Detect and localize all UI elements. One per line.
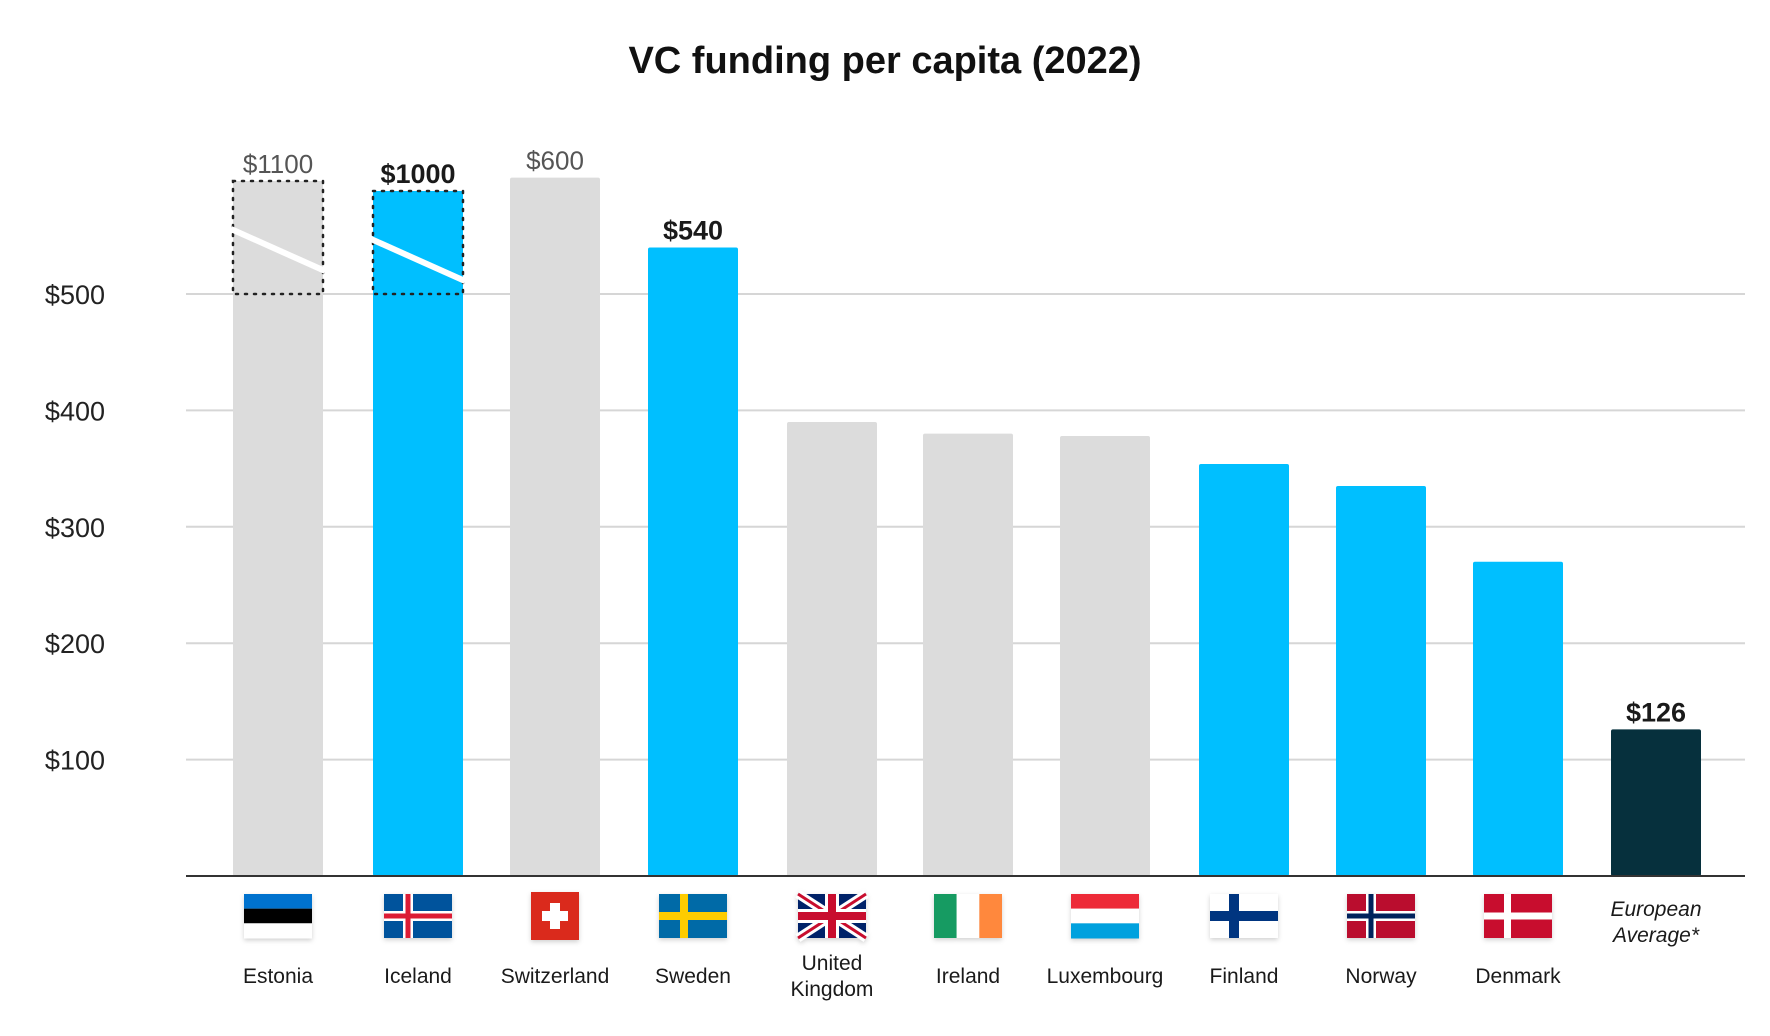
y-tick-label: $400 bbox=[45, 396, 105, 426]
bar-iceland bbox=[373, 191, 463, 876]
bar-sweden bbox=[648, 247, 738, 876]
data-labels: $1100 $1000 $600 $540 $126 bbox=[243, 146, 1686, 728]
finland-flag-icon bbox=[1210, 894, 1278, 938]
bar-united-kingdom bbox=[787, 422, 877, 876]
bar-european-average bbox=[1611, 729, 1701, 876]
data-label-european-average: $126 bbox=[1626, 697, 1686, 727]
sweden-flag-icon bbox=[659, 894, 727, 938]
data-label-sweden: $540 bbox=[663, 215, 723, 245]
bar-switzerland bbox=[510, 177, 600, 877]
data-label-iceland: $1000 bbox=[380, 159, 455, 189]
bars bbox=[229, 177, 1701, 877]
axis-break-slash bbox=[369, 236, 467, 284]
bar-norway bbox=[1336, 486, 1426, 876]
x-tick-label-iceland: Iceland bbox=[384, 965, 452, 988]
x-tick-label-luxembourg: Luxembourg bbox=[1047, 965, 1164, 988]
axis-break-box bbox=[231, 179, 325, 296]
chart-title: VC funding per capita (2022) bbox=[628, 40, 1142, 82]
y-axis-tick-labels: $100 $200 $300 $400 $500 bbox=[45, 280, 105, 776]
x-tick-label-finland: Finland bbox=[1210, 965, 1279, 988]
bar-finland bbox=[1199, 463, 1289, 876]
x-tick-label-european-average: European Average* bbox=[1610, 898, 1701, 947]
norway-flag-icon bbox=[1347, 894, 1415, 938]
switzerland-flag-icon bbox=[531, 892, 579, 940]
x-tick-label-estonia: Estonia bbox=[243, 965, 313, 988]
data-label-estonia: $1100 bbox=[243, 149, 313, 179]
uk-flag-icon bbox=[795, 890, 869, 942]
bar-denmark bbox=[1473, 561, 1563, 876]
ireland-flag-icon bbox=[934, 894, 1002, 938]
x-tick-label-switzerland: Switzerland bbox=[501, 965, 610, 988]
iceland-flag-icon bbox=[384, 894, 452, 938]
data-label-switzerland: $600 bbox=[526, 146, 584, 176]
estonia-flag-icon bbox=[244, 894, 312, 939]
bar-luxembourg bbox=[1060, 436, 1150, 876]
y-tick-label: $100 bbox=[45, 746, 105, 776]
luxembourg-flag-icon bbox=[1071, 894, 1139, 939]
x-axis-tick-labels: Estonia Iceland Switzerland Sweden United Kin… bbox=[243, 898, 1702, 1001]
axis-break-slash bbox=[229, 226, 327, 274]
x-tick-label-ireland: Ireland bbox=[936, 965, 1000, 988]
x-tick-label-united-kingdom: United Kingdom bbox=[791, 952, 874, 1001]
x-tick-label-denmark: Denmark bbox=[1475, 965, 1561, 988]
flags bbox=[244, 890, 1552, 942]
x-tick-label-norway: Norway bbox=[1345, 965, 1417, 988]
y-tick-label: $500 bbox=[45, 280, 105, 310]
y-tick-label: $300 bbox=[45, 513, 105, 543]
denmark-flag-icon bbox=[1484, 894, 1552, 938]
x-tick-label-sweden: Sweden bbox=[655, 965, 731, 988]
bar-estonia bbox=[233, 181, 323, 876]
y-tick-label: $200 bbox=[45, 629, 105, 659]
bar-ireland bbox=[923, 433, 1013, 876]
